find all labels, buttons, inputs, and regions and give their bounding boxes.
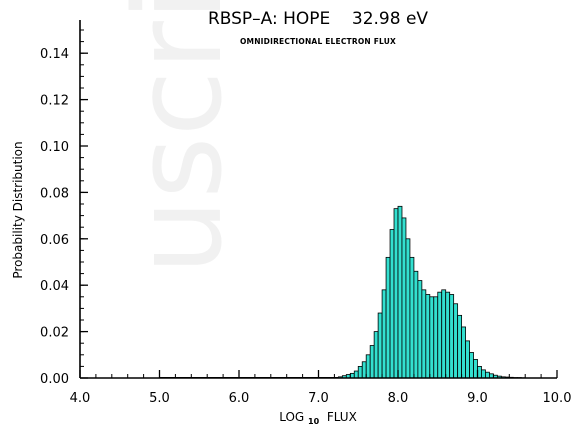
chart-subtitle: OMNIDIRECTIONAL ELECTRON FLUX (240, 37, 396, 46)
histogram-bar (461, 326, 466, 379)
histogram-bar (465, 340, 470, 379)
histogram-bar (405, 238, 411, 379)
y-tick-label: 0.04 (40, 279, 69, 294)
x-tick-label: 5.0 (149, 391, 170, 406)
x-tick-label: 10.0 (543, 391, 572, 406)
x-tick-label: 6.0 (229, 391, 250, 406)
y-tick-label: 0.00 (40, 372, 69, 387)
histogram-bar (449, 294, 455, 379)
histogram-bar (409, 256, 415, 379)
histogram-bar (377, 312, 383, 379)
y-ticks-group: 0.00 0.02 0.04 0.06 0.08 0.10 0.12 0.14 (40, 29, 88, 387)
histogram-bar (361, 361, 367, 379)
svg-text:uscript: uscript (110, 0, 249, 275)
histogram-bar (437, 291, 443, 379)
histogram-bar (429, 296, 435, 379)
histogram-bar (413, 270, 419, 379)
histogram-bar (397, 205, 403, 379)
x-tick-label: 4.0 (70, 391, 91, 406)
y-axis-label: Probability Distribution (11, 141, 25, 278)
x-axis-label-main: LOG (279, 410, 304, 424)
histogram-bar (469, 352, 474, 379)
histogram-bar (369, 345, 375, 379)
y-tick-label: 0.08 (40, 186, 69, 201)
histogram-bar (365, 354, 371, 379)
x-tick-label: 7.0 (308, 391, 329, 406)
histogram-bar (481, 369, 486, 379)
x-axis-label: LOG 10 FLUX (279, 410, 357, 427)
histogram-bar (421, 289, 427, 379)
y-tick-label: 0.02 (40, 326, 69, 341)
watermark: uscript (110, 0, 249, 275)
histogram-bar (453, 303, 459, 379)
histogram-bar (353, 370, 359, 379)
y-tick-label: 0.14 (40, 47, 69, 62)
histogram-bar (425, 294, 431, 379)
histogram-bar (433, 296, 439, 379)
x-tick-label: 8.0 (388, 391, 409, 406)
histogram-bar (357, 365, 363, 379)
y-tick-label: 0.06 (40, 233, 69, 248)
histogram-bar (445, 291, 451, 379)
histogram-bar (457, 314, 463, 379)
histogram-bar (393, 208, 399, 379)
histogram-bar (441, 289, 447, 379)
histogram-bar (485, 371, 490, 379)
histogram-bar (385, 256, 391, 379)
histogram-bar (417, 280, 423, 379)
x-axis-label-tail: FLUX (323, 410, 357, 424)
y-tick-label: 0.10 (40, 140, 69, 155)
histogram-bar (401, 217, 407, 379)
bars-group (159, 205, 526, 379)
x-ticks-group: 4.0 5.0 6.0 7.0 8.0 9.0 10.0 (70, 370, 572, 406)
histogram-bar (389, 229, 395, 379)
histogram-bar (381, 289, 387, 379)
x-axis-label-subscript: 10 (308, 417, 320, 426)
histogram-bar (373, 331, 379, 379)
y-tick-label: 0.12 (40, 94, 69, 109)
x-tick-label: 9.0 (467, 391, 488, 406)
chart-title: RBSP–A: HOPE 32.98 eV (208, 9, 428, 29)
